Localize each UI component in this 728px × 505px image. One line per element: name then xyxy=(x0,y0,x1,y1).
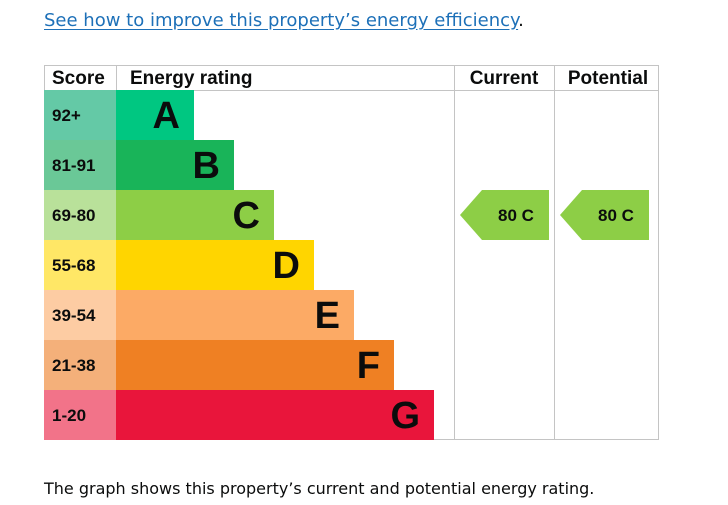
score-cell-c xyxy=(44,190,116,240)
score-range-g: 1-20 xyxy=(52,406,86,425)
chart-bands: 92+ A 81-91 B 69-80 C 55-68 D 39-54 E 21-38 F 1-20 G xyxy=(44,90,434,440)
score-range-e: 39-54 xyxy=(52,306,96,325)
header-potential: Potential xyxy=(568,68,648,89)
chart-arrows: 80 C 80 C xyxy=(460,190,649,240)
current-rating-arrow xyxy=(460,190,549,240)
chart-caption: The graph shows this property’s current … xyxy=(44,479,595,498)
rating-bar-e xyxy=(116,290,354,340)
rating-letter-b: B xyxy=(193,145,220,187)
potential-rating-label: 80 C xyxy=(598,206,634,225)
rating-letter-f: F xyxy=(357,345,380,387)
rating-letter-g: G xyxy=(390,395,420,437)
score-cell-g xyxy=(44,390,116,440)
score-cell-e xyxy=(44,290,116,340)
rating-letter-a: A xyxy=(153,95,180,137)
current-rating-label: 80 C xyxy=(498,206,534,225)
rating-letter-d: D xyxy=(273,245,300,287)
rating-letter-e: E xyxy=(315,295,340,337)
rating-bar-d xyxy=(116,240,314,290)
header-score: Score xyxy=(52,68,105,89)
header-current: Current xyxy=(470,68,539,89)
score-range-d: 55-68 xyxy=(52,256,95,275)
score-range-a: 92+ xyxy=(52,106,81,125)
link-suffix: . xyxy=(518,10,524,31)
rating-letter-c: C xyxy=(233,195,260,237)
score-cell-f xyxy=(44,340,116,390)
header-energy-rating: Energy rating xyxy=(130,68,252,89)
improve-efficiency-link-row: See how to improve this property’s energ… xyxy=(44,10,524,31)
rating-bar-f xyxy=(116,340,394,390)
rating-bar-c xyxy=(116,190,274,240)
score-range-c: 69-80 xyxy=(52,206,95,225)
potential-rating-arrow xyxy=(560,190,649,240)
score-cell-a xyxy=(44,90,116,140)
rating-bar-b xyxy=(116,140,234,190)
score-cell-d xyxy=(44,240,116,290)
improve-efficiency-link[interactable]: See how to improve this property’s energ… xyxy=(44,10,519,31)
score-range-f: 21-38 xyxy=(52,356,95,375)
score-cell-b xyxy=(44,140,116,190)
rating-bar-g xyxy=(116,390,434,440)
score-range-b: 81-91 xyxy=(52,156,95,175)
rating-bar-a xyxy=(116,90,194,140)
